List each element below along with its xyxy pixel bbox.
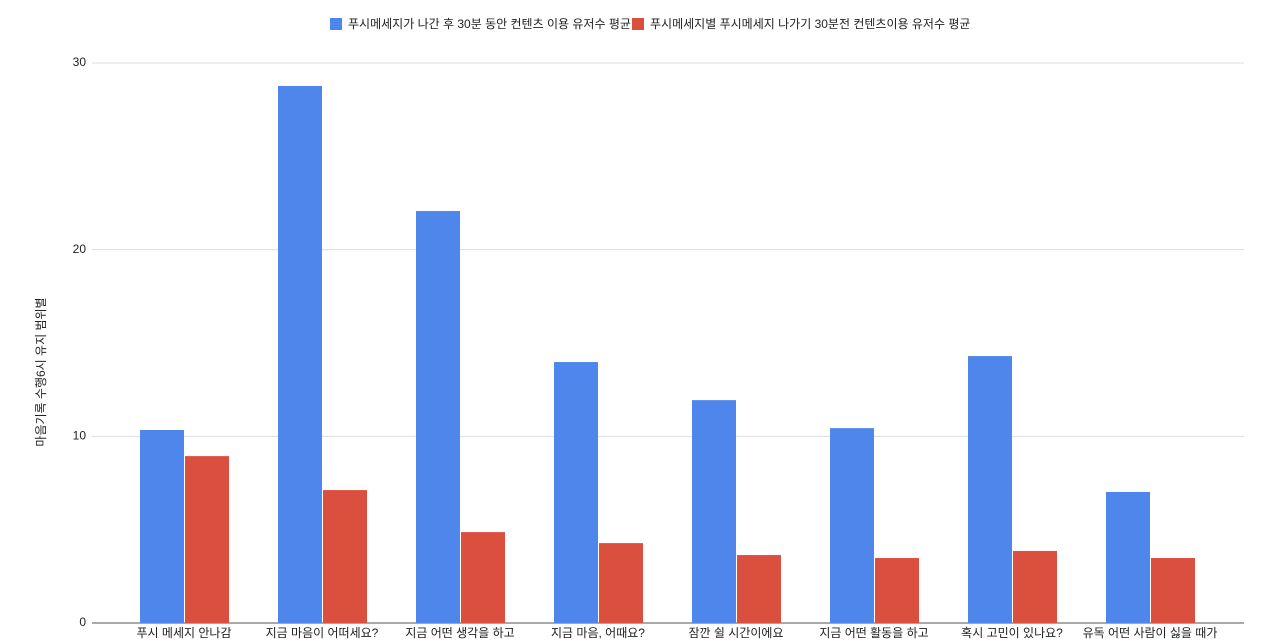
- bar: [416, 211, 460, 623]
- bar: [1106, 491, 1150, 623]
- bar: [554, 362, 598, 623]
- x-tick-label: 푸시 메세지 안나감: [137, 626, 232, 640]
- bar: [599, 543, 643, 623]
- bar: [968, 356, 1012, 623]
- bar: [830, 428, 874, 623]
- x-tick-label: 유독 어떤 사람이 싫을 때가: [1083, 626, 1218, 640]
- bar: [185, 456, 229, 623]
- x-tick-label: 지금 마음이 어떠세요?: [266, 626, 379, 640]
- y-axis-label: 마음기록 수행6시 유지 범위별: [33, 297, 48, 446]
- bar: [323, 490, 367, 623]
- bar: [875, 558, 919, 623]
- bar: [1013, 550, 1057, 623]
- x-tick-label: 혹시 고민이 있나요?: [961, 626, 1063, 640]
- legend-swatch: [632, 18, 644, 30]
- x-tick-label: 지금 어떤 생각을 하고: [405, 626, 514, 640]
- y-tick-label: 10: [73, 429, 87, 443]
- x-tick-label: 잠깐 쉴 시간이에요: [689, 626, 784, 640]
- bar: [140, 429, 184, 623]
- x-tick-label: 지금 마음, 어때요?: [551, 626, 645, 640]
- legend-label: 푸시메세지별 푸시메세지 나가기 30분전 컨텐츠이용 유저수 평균: [650, 17, 970, 31]
- bar: [1151, 558, 1195, 623]
- bar: [278, 85, 322, 623]
- bar: [692, 400, 736, 623]
- legend-swatch: [330, 18, 342, 30]
- bar: [461, 532, 505, 623]
- y-tick-label: 0: [79, 615, 86, 629]
- bar: [737, 555, 781, 623]
- y-tick-label: 20: [73, 242, 87, 256]
- y-tick-label: 30: [73, 55, 87, 69]
- x-tick-label: 지금 어떤 활동을 하고: [819, 626, 928, 640]
- legend-label: 푸시메세지가 나간 후 30분 동안 컨텐츠 이용 유저수 평균: [348, 17, 631, 31]
